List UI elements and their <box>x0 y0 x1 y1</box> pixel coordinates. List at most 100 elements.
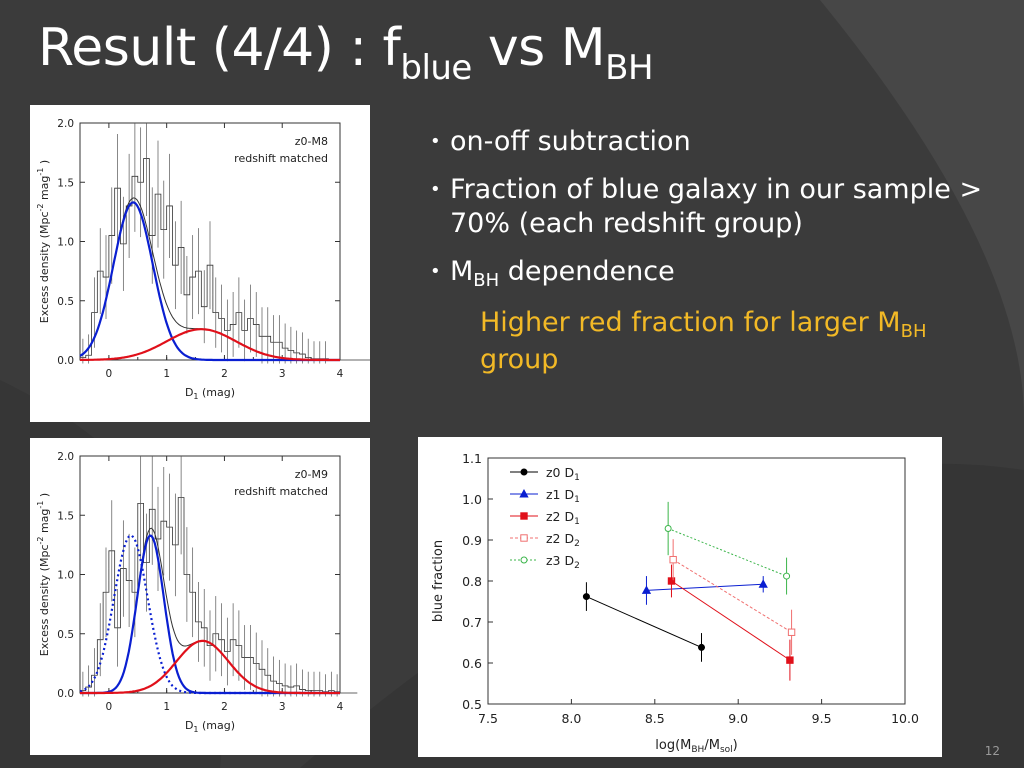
legend-label-sub: 2 <box>574 539 580 549</box>
y-axis-label-sup: -1 <box>36 168 45 176</box>
x-tick-label: 8.0 <box>561 711 581 726</box>
y-tick-label: 0.7 <box>462 615 482 630</box>
y-axis-label-sup: -1 <box>36 501 45 509</box>
y-tick-label: 1.0 <box>462 492 482 507</box>
x-axis-label-post: (mag) <box>199 719 236 732</box>
x-axis-label: D1 (mag) <box>185 719 235 734</box>
y-tick-label: 1.5 <box>57 510 74 522</box>
x-tick-label: 4 <box>337 368 344 380</box>
y-axis-label-mid: mag <box>38 509 51 537</box>
data-point <box>787 628 796 636</box>
y-tick-label: 0.0 <box>57 355 74 367</box>
legend-label: z0 D1 <box>546 465 580 483</box>
series-connector-line <box>646 583 764 591</box>
x-axis-label-sub: 1 <box>193 392 198 401</box>
bullet-dot-icon: • <box>430 131 441 152</box>
y-tick-label: 0.5 <box>57 629 74 641</box>
data-point <box>582 593 590 601</box>
x-tick-label: 8.5 <box>645 711 665 726</box>
data-point <box>669 555 677 564</box>
legend-label: z2 D2 <box>546 531 580 549</box>
x-axis-label-sub: BH <box>691 745 704 755</box>
chart-annotation: z0-M9 <box>295 468 328 481</box>
chart-annotation: redshift matched <box>234 152 328 165</box>
bullet-dot-icon: • <box>430 179 441 200</box>
bullet-text: on-off subtraction <box>450 126 691 157</box>
legend-label-text: z3 D <box>546 553 574 568</box>
series-z3-D2 <box>664 501 791 595</box>
y-axis-label: Excess density (Mpc-2 mag-1 ) <box>36 160 51 323</box>
series-connector-line <box>672 559 792 633</box>
title-subscript-bh: BH <box>605 48 654 88</box>
legend-marker <box>520 556 528 564</box>
x-tick-label: 3 <box>279 368 286 380</box>
title-main: Result (4/4) : f <box>38 18 401 78</box>
y-tick-label: 0.5 <box>462 697 482 712</box>
legend-label-sub: 2 <box>574 561 580 571</box>
bullet-subscript: BH <box>473 270 500 291</box>
histogram-chart-top: 0 1 2 3 40.00.51.01.52.0D1 (mag)Excess densi… <box>36 118 404 401</box>
bullet-text: M <box>450 256 474 287</box>
y-tick-label: 1.0 <box>57 570 74 582</box>
data-point <box>667 577 676 585</box>
series-z1-D1 <box>641 576 768 605</box>
gaussian-red-line <box>80 328 340 362</box>
x-tick-label: 1 <box>163 368 170 380</box>
legend-marker <box>520 534 528 542</box>
x-tick-label: 2 <box>221 701 228 713</box>
x-tick-label: 0 <box>106 701 113 713</box>
x-axis-label: D1 (mag) <box>185 386 235 401</box>
y-tick-label: 0.5 <box>57 296 74 308</box>
y-axis-label-post: ) <box>38 160 51 168</box>
y-tick-label: 0.6 <box>462 656 482 671</box>
x-axis-label-text: log(M <box>655 738 691 753</box>
legend-label-sub: 1 <box>574 473 580 483</box>
x-axis-label-sub: sol <box>720 745 733 755</box>
series-connector-line <box>586 596 702 648</box>
y-tick-label: 1.5 <box>57 177 74 189</box>
series-connector-line <box>671 580 791 661</box>
scatter-chart: 7.5 8.0 8.5 9.0 9.5 10.0 0.5 0.6 0.7 0.8 0.9 1.0 1.1… <box>431 451 919 755</box>
gaussian-red-line <box>80 639 340 695</box>
x-tick-label: 2 <box>221 368 228 380</box>
x-tick-label: 9.0 <box>728 711 748 726</box>
x-tick-label: 4 <box>337 701 344 713</box>
data-point <box>641 585 652 594</box>
legend-marker <box>519 488 529 498</box>
x-axis-label-sub: 1 <box>193 725 198 734</box>
y-tick-label: 2.0 <box>57 451 74 463</box>
x-tick-label: 9.5 <box>812 711 832 726</box>
bullet-item-mbh: • MBH dependence <box>430 255 990 292</box>
y-axis-label-sup: -2 <box>36 537 45 545</box>
x-tick-label: 7.5 <box>478 711 498 726</box>
slide-title: Result (4/4) : fblue vs MBH <box>38 18 654 88</box>
x-tick-label: 0 <box>106 368 113 380</box>
y-tick-label: 0.0 <box>57 688 74 700</box>
bullet-dot-icon: • <box>430 261 441 282</box>
histogram-chart-bottom: 0 1 2 3 40.00.51.01.52.0D1 (mag)Excess densi… <box>36 451 358 734</box>
legend-label: z1 D1 <box>546 487 580 505</box>
legend-label-sub: 1 <box>574 517 580 527</box>
y-axis-label-text: Excess density (Mpc <box>38 212 51 324</box>
legend-label-sub: 1 <box>574 495 580 505</box>
page-number: 12 <box>984 744 1000 758</box>
y-axis-label-mid: mag <box>38 176 51 204</box>
x-axis-label-text: D <box>185 719 193 732</box>
legend-label-text: z1 D <box>546 487 574 502</box>
data-point <box>786 656 794 664</box>
x-axis-label: log(MBH/Msol) <box>655 738 737 755</box>
x-tick-label: 1 <box>163 701 170 713</box>
y-axis-label-sup: -2 <box>36 204 45 212</box>
chart-annotation: z0-M8 <box>295 135 328 148</box>
series-z0-D1 <box>582 582 706 662</box>
series-connector-line <box>667 528 787 577</box>
data-point <box>758 579 768 588</box>
chart-annotation: redshift matched <box>234 485 328 498</box>
x-axis-label-post: ) <box>733 738 738 753</box>
title-middle: vs M <box>471 18 606 78</box>
bullet-item-fraction: • Fraction of blue galaxy in our sample … <box>430 173 990 241</box>
y-axis-label-text: Excess density (Mpc <box>38 545 51 657</box>
y-tick-label: 0.9 <box>462 533 482 548</box>
bullet-text-post: dependence <box>499 256 675 287</box>
chart-panel-right: 7.5 8.0 8.5 9.0 9.5 10.0 0.5 0.6 0.7 0.8 0.9 1.0 1.1… <box>418 437 942 757</box>
